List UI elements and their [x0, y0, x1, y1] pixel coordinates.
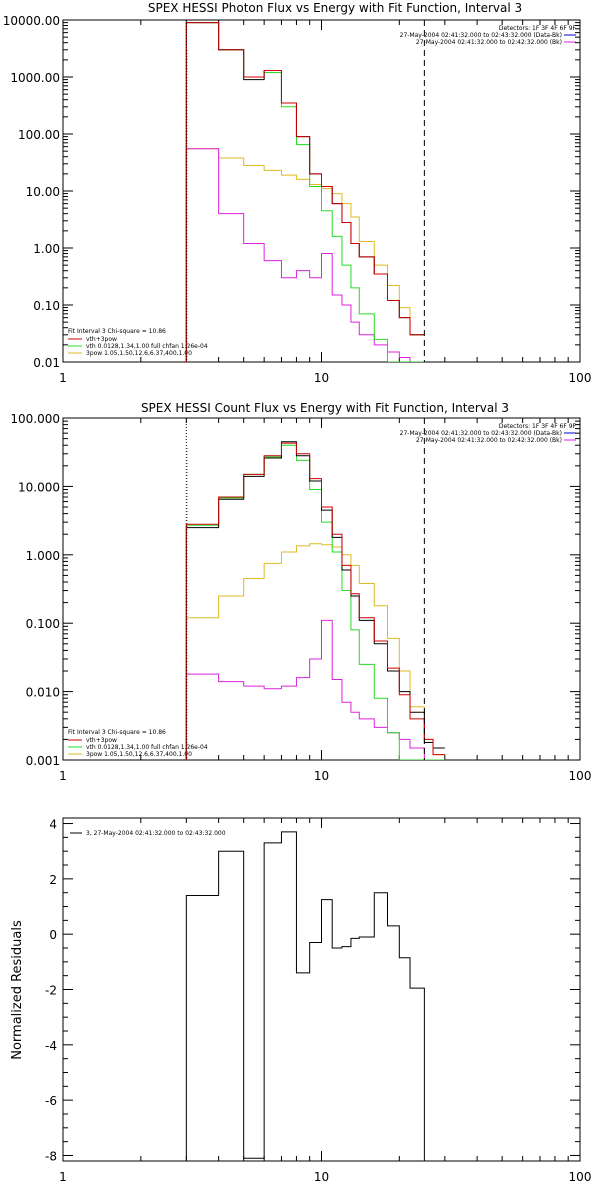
x-tick-label: 1 [59, 1170, 67, 1184]
y-tick-label: -6 [45, 1094, 57, 1108]
y-tick-label: 100.000 [10, 412, 60, 426]
residuals-panel: Normalized Residuals 3, 27-May-2004 02:4… [10, 817, 592, 1184]
photon-legend-powerlaw: 3pow 1.05,1.50,12.6,6.37,400,1.00 [86, 350, 192, 357]
powerlaw-series-line [185, 543, 445, 760]
background-series-line [185, 619, 445, 760]
y-tick-label: 10000.00 [3, 14, 60, 28]
photon-header-detectors: Detectors: 1F 3F 4F 6F 9F [499, 25, 577, 32]
count-legend-thermal: vth 0.0128,1.34,1.00 full chfan 1.26e-04 [86, 744, 208, 751]
x-tick-label: 1 [59, 371, 67, 385]
residuals-series-line [185, 831, 425, 1161]
y-tick-label: 10.00 [26, 185, 60, 199]
photon-flux-panel: SPEX HESSI Photon Flux vs Energy with Fi… [3, 1, 592, 385]
y-tick-label: 0.100 [26, 617, 60, 631]
y-tick-label: 0.001 [26, 754, 60, 768]
x-tick-label: 100 [569, 769, 592, 783]
count-flux-title: SPEX HESSI Count Flux vs Energy with Fit… [141, 401, 509, 415]
thermal-series-line [185, 444, 445, 760]
thermal-series-line [185, 22, 425, 362]
photon-legend-title: Fit Interval 3 Chi-square = 10.86 [68, 328, 166, 335]
count-header-data-interval: 27-May-2004 02:41:32.000 to 02:43:32.000… [400, 430, 562, 437]
count-flux-plot-frame [62, 417, 581, 761]
residuals-plot-frame [62, 817, 581, 1162]
total-series-line [185, 22, 425, 362]
powerlaw-series-line [185, 148, 425, 362]
y-tick-label: 1.00 [33, 242, 60, 256]
y-tick-label: 1000.00 [10, 71, 60, 85]
y-tick-label: 4 [49, 818, 57, 832]
y-tick-label: 0.01 [33, 356, 60, 370]
y-tick-label: -4 [45, 1039, 57, 1053]
x-tick-label: 10 [314, 769, 329, 783]
total-series-line [185, 442, 445, 760]
count-legend-title: Fit Interval 3 Chi-square = 10.86 [68, 729, 166, 736]
y-tick-label: -2 [45, 984, 57, 998]
x-tick-label: 10 [314, 371, 329, 385]
residuals-legend-entry: 3, 27-May-2004 02:41:32.000 to 02:43:32.… [86, 830, 226, 837]
count-header-detectors: Detectors: 1F 3F 4F 6F 9F [499, 423, 577, 430]
y-tick-label: 100.00 [18, 128, 60, 142]
count-legend-total: vth+3pow [86, 737, 117, 744]
photon-legend-thermal: vth 0.0128,1.34,1.00 full chfan 1.26e-04 [86, 343, 208, 350]
photon-flux-title: SPEX HESSI Photon Flux vs Energy with Fi… [148, 1, 522, 15]
count-header-bk-interval: 27-May-2004 02:41:32.000 to 02:42:32.000… [416, 437, 562, 444]
x-tick-label: 10 [314, 1170, 329, 1184]
count-flux-panel: SPEX HESSI Count Flux vs Energy with Fit… [10, 401, 591, 783]
residuals-y-axis-label: Normalized Residuals [10, 920, 25, 1060]
y-tick-label: 0.010 [26, 686, 60, 700]
y-tick-label: 1.000 [26, 549, 60, 563]
y-tick-label: -8 [45, 1149, 57, 1163]
background-series-line [185, 148, 425, 362]
photon-legend-total: vth+3pow [86, 336, 117, 343]
data-series-line [185, 22, 425, 362]
count-legend-powerlaw: 3pow 1.05,1.50,12.6,6.37,400,1.00 [86, 751, 192, 758]
photon-header-data-interval: 27-May-2004 02:41:32.000 to 02:43:32.000… [400, 32, 562, 39]
y-tick-label: 0 [49, 928, 57, 942]
y-tick-label: 10.000 [18, 480, 60, 494]
y-tick-label: 2 [49, 873, 57, 887]
photon-header-bk-interval: 27-May-2004 02:41:32.000 to 02:42:32.000… [416, 39, 562, 46]
y-tick-label: 0.10 [33, 299, 60, 313]
x-tick-label: 100 [569, 371, 592, 385]
x-tick-label: 1 [59, 769, 67, 783]
x-tick-label: 100 [569, 1170, 592, 1184]
